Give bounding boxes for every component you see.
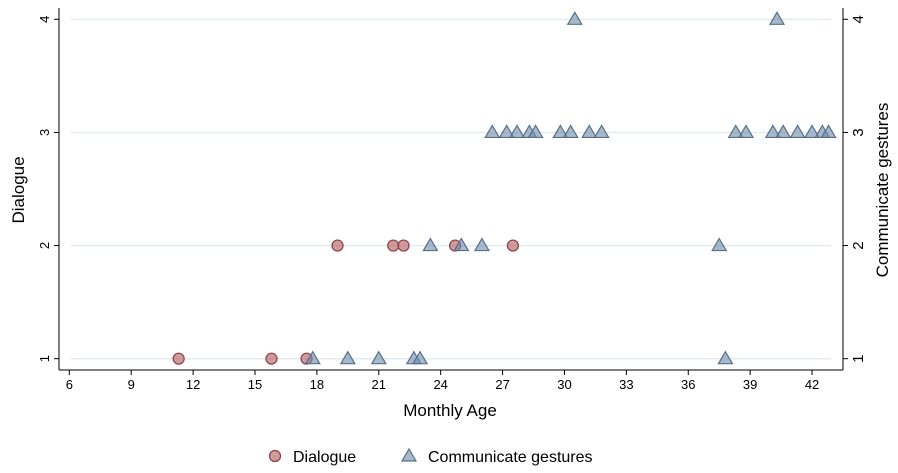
- left-y-tick-label: 4: [37, 16, 52, 23]
- gesture-point: [473, 237, 490, 252]
- gesture-point: [768, 11, 786, 25]
- gesture-point: [484, 124, 501, 139]
- x-tick-label: 39: [743, 377, 757, 392]
- gesture-point: [453, 237, 470, 252]
- gesture-point: [412, 350, 429, 365]
- x-axis-title: Monthly Age: [403, 401, 497, 420]
- x-tick-label: 6: [66, 377, 73, 392]
- gesture-point: [727, 124, 744, 139]
- x-tick-label: 12: [186, 377, 200, 392]
- gesture-point: [370, 350, 387, 365]
- gesture-point: [764, 124, 781, 139]
- x-tick-label: 21: [372, 377, 386, 392]
- gesture-point: [498, 124, 515, 139]
- gesture-point: [820, 124, 837, 139]
- x-tick-label: 36: [681, 377, 695, 392]
- left-y-tick-label: 1: [37, 355, 52, 362]
- right-y-tick-label: 4: [850, 15, 867, 23]
- x-tick-label: 15: [248, 377, 262, 392]
- legend-gestures-marker: [400, 447, 418, 462]
- x-tick-label: 18: [310, 377, 324, 392]
- dialogue-point: [331, 239, 344, 252]
- right-y-axis-title: Communicate gestures: [873, 103, 892, 278]
- x-tick-label: 30: [557, 377, 571, 392]
- x-tick-label: 33: [619, 377, 633, 392]
- x-tick-label: 42: [805, 377, 819, 392]
- gesture-point: [552, 124, 569, 139]
- legend: Dialogue Communicate gestures: [268, 447, 593, 466]
- gesture-point: [562, 124, 579, 139]
- gesture-point: [304, 350, 321, 365]
- gridlines: [71, 18, 831, 360]
- dialogue-point: [265, 352, 278, 365]
- gesture-point: [737, 124, 755, 139]
- dialogue-point: [397, 239, 410, 252]
- left-y-axis-title: Dialogue: [9, 156, 28, 223]
- gesture-point: [804, 124, 821, 139]
- x-tick-label: 27: [495, 377, 509, 392]
- data-markers: [172, 11, 837, 365]
- right-y-tick-label: 1: [850, 355, 867, 363]
- right-y-tick-label: 3: [850, 128, 867, 136]
- gesture-point: [527, 124, 544, 139]
- left-y-tick-label: 2: [37, 242, 52, 249]
- gesture-point: [717, 350, 734, 365]
- x-tick-label: 9: [128, 377, 135, 392]
- dialogue-point: [387, 239, 400, 252]
- x-tick-label: 24: [433, 377, 447, 392]
- gesture-point: [593, 124, 610, 139]
- left-y-tick-label: 3: [37, 129, 52, 136]
- gesture-point: [581, 124, 598, 139]
- gesture-point: [711, 237, 728, 252]
- legend-dialogue-marker: [268, 449, 282, 463]
- gesture-point: [422, 237, 439, 252]
- dialogue-point: [506, 239, 519, 252]
- gesture-point: [339, 350, 356, 365]
- legend-dialogue-label: Dialogue: [293, 449, 356, 466]
- dialogue-point: [172, 352, 185, 365]
- gesture-point: [508, 124, 526, 139]
- gesture-point: [775, 124, 792, 139]
- gesture-point: [566, 11, 583, 25]
- right-y-tick-label: 2: [850, 241, 867, 249]
- gesture-point: [789, 124, 806, 139]
- legend-gestures-label: Communicate gestures: [428, 449, 593, 466]
